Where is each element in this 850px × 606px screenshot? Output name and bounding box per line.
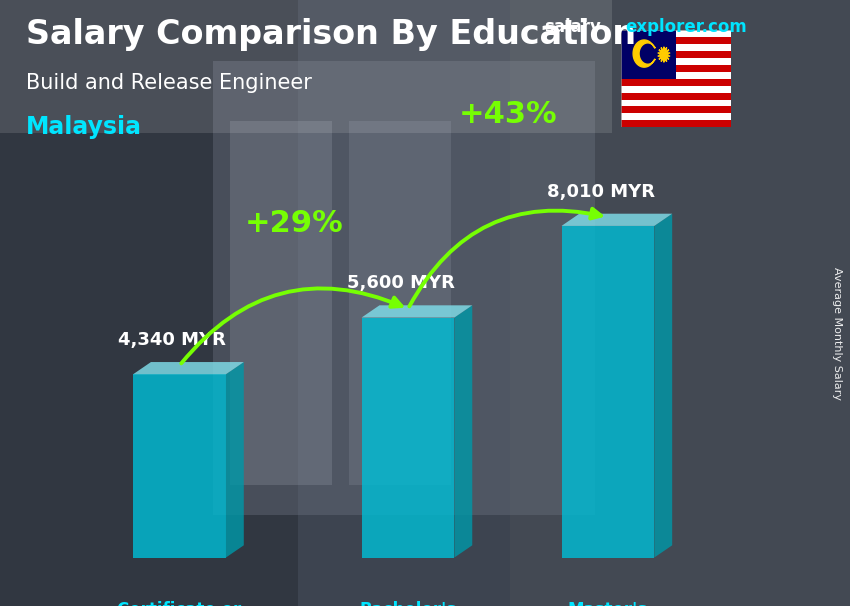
Polygon shape [455, 305, 473, 558]
Bar [620, 93, 731, 99]
Bar [348, 121, 451, 485]
Text: Malaysia: Malaysia [26, 115, 141, 139]
Bar [620, 85, 731, 93]
Bar [212, 61, 595, 515]
Text: Build and Release Engineer: Build and Release Engineer [26, 73, 311, 93]
Text: Average Monthly Salary: Average Monthly Salary [832, 267, 842, 400]
Bar [620, 30, 731, 37]
Text: Certificate or
Diploma: Certificate or Diploma [117, 601, 241, 606]
Bar [620, 44, 731, 51]
Bar [620, 58, 731, 65]
Text: +29%: +29% [245, 209, 343, 238]
Bar [620, 107, 731, 113]
Bar [620, 113, 731, 121]
Text: salary: salary [544, 18, 601, 36]
Polygon shape [562, 226, 654, 558]
Bar [620, 65, 731, 72]
Text: 8,010 MYR: 8,010 MYR [547, 182, 655, 201]
Bar [620, 51, 731, 58]
Bar [620, 30, 676, 79]
Text: Salary Comparison By Education: Salary Comparison By Education [26, 18, 636, 51]
Polygon shape [226, 362, 244, 558]
Bar [230, 121, 332, 485]
Text: explorer.com: explorer.com [625, 18, 746, 36]
Bar [510, 0, 850, 606]
Polygon shape [562, 214, 672, 226]
Polygon shape [361, 305, 473, 318]
Text: Bachelor's
Degree: Bachelor's Degree [360, 601, 456, 606]
Text: 5,600 MYR: 5,600 MYR [347, 275, 455, 292]
Text: +43%: +43% [459, 100, 558, 129]
Bar [0, 0, 298, 606]
Bar [620, 99, 731, 107]
Bar [620, 121, 731, 127]
Bar [620, 79, 731, 85]
Bar [620, 37, 731, 44]
Polygon shape [658, 47, 670, 62]
Polygon shape [361, 318, 455, 558]
Bar [0, 0, 612, 133]
Bar [620, 72, 731, 79]
Polygon shape [133, 375, 226, 558]
Polygon shape [133, 362, 244, 375]
Text: Master's
Degree: Master's Degree [568, 601, 648, 606]
Polygon shape [654, 214, 672, 558]
Text: 4,340 MYR: 4,340 MYR [118, 331, 226, 349]
Polygon shape [633, 40, 655, 67]
